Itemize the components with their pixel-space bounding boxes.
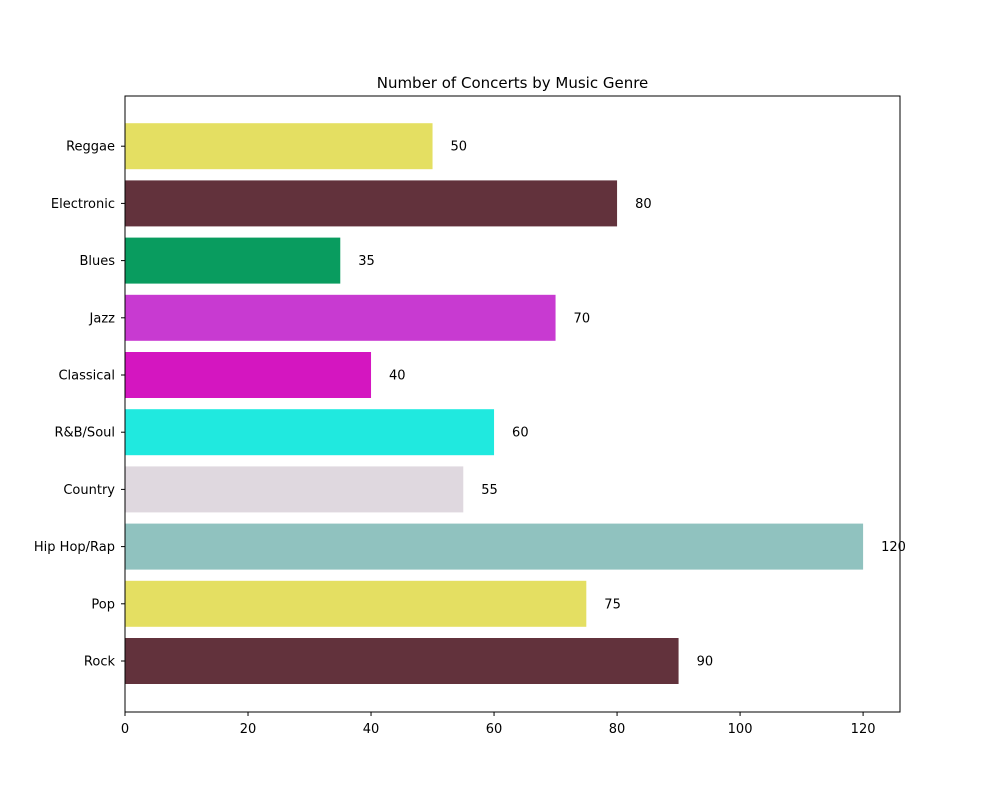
x-tick-label-40: 40	[363, 722, 380, 737]
value-label-classical: 40	[389, 369, 406, 384]
bars-group	[125, 123, 864, 684]
y-tick-label-country: Country	[63, 483, 115, 498]
y-tick-label-classical: Classical	[58, 369, 115, 384]
bar-pop	[125, 580, 587, 627]
bar-jazz	[125, 294, 556, 341]
value-label-r-b-soul: 60	[512, 426, 529, 441]
bar-classical	[125, 352, 372, 398]
y-tick-label-blues: Blues	[79, 254, 115, 269]
bar-electronic	[125, 180, 618, 227]
plot-frame	[124, 95, 901, 713]
y-tick-label-reggae: Reggae	[66, 140, 115, 155]
value-label-reggae: 50	[451, 140, 468, 155]
chart-title: Number of Concerts by Music Genre	[377, 74, 649, 92]
x-tick-label-60: 60	[486, 722, 503, 737]
x-tick-label-100: 100	[728, 722, 753, 737]
y-tick-label-rock: Rock	[84, 655, 116, 670]
y-tick-label-jazz: Jazz	[89, 311, 116, 326]
value-label-electronic: 80	[635, 197, 652, 212]
y-tick-label-pop: Pop	[91, 597, 115, 612]
y-tick-label-electronic: Electronic	[51, 197, 115, 212]
value-label-jazz: 70	[574, 311, 591, 326]
value-label-pop: 75	[604, 597, 621, 612]
x-tick-label-20: 20	[240, 722, 257, 737]
bar-blues	[125, 237, 341, 284]
bar-hip-hop-rap	[125, 523, 864, 570]
value-label-rock: 90	[697, 655, 714, 670]
bar-r-b-soul	[125, 409, 495, 456]
x-axis: 0 20 40 60 80 100 120	[121, 712, 876, 737]
bar-country	[125, 466, 464, 513]
x-tick-label-0: 0	[121, 722, 129, 737]
bar-rock	[125, 638, 679, 684]
y-tick-label-r-b-soul: R&B/Soul	[54, 426, 115, 441]
value-label-country: 55	[481, 483, 498, 498]
bar-reggae	[125, 123, 433, 170]
y-tick-label-hip-hop-rap: Hip Hop/Rap	[34, 540, 115, 555]
value-label-blues: 35	[358, 254, 375, 269]
y-axis: Rock Pop Hip Hop/Rap Country R&B/Soul Classic…	[34, 140, 125, 670]
x-tick-label-120: 120	[851, 722, 876, 737]
value-label-hip-hop-rap: 120	[881, 540, 906, 555]
x-tick-label-80: 80	[609, 722, 626, 737]
